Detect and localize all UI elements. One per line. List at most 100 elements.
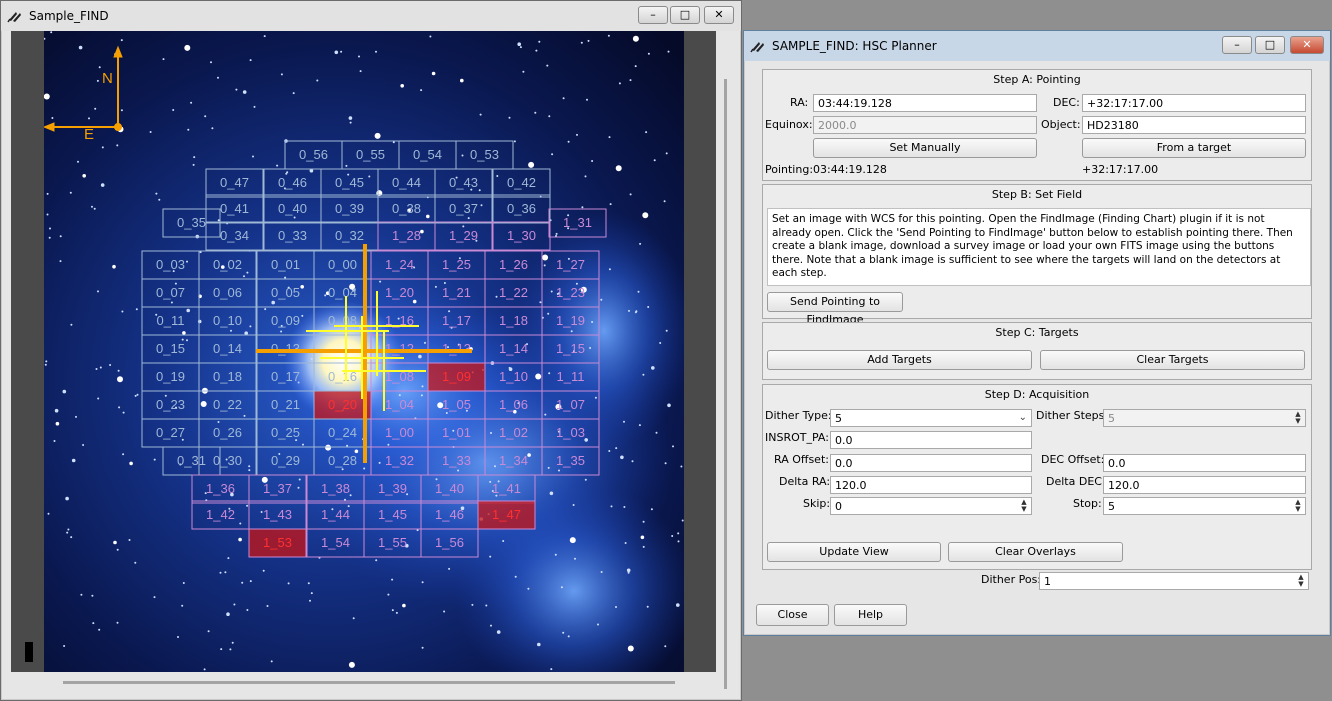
ra-input[interactable]: 03:44:19.128 xyxy=(813,94,1037,112)
detector-cell[interactable]: 1_29 xyxy=(434,221,493,251)
detector-cell[interactable]: 0_43 xyxy=(434,168,493,198)
spinner-arrows-icon[interactable]: ▲ ▼ xyxy=(1295,410,1301,425)
clear-targets-button[interactable]: Clear Targets xyxy=(1040,350,1305,370)
star xyxy=(635,310,638,313)
star xyxy=(542,254,549,261)
detector-cell[interactable]: 1_35 xyxy=(541,446,600,476)
detector-cell[interactable]: 1_47 xyxy=(477,500,536,530)
star xyxy=(44,363,47,366)
dither-pos-spinner[interactable]: 1 ▲ ▼ xyxy=(1039,572,1309,590)
detector-cell[interactable]: 0_20 xyxy=(313,390,372,420)
detector-cell[interactable]: 0_42 xyxy=(492,168,551,198)
star xyxy=(556,293,559,295)
star xyxy=(539,301,542,304)
detector-cell[interactable]: 1_53 xyxy=(248,528,307,558)
star xyxy=(346,444,349,447)
send-pointing-button[interactable]: Send Pointing to FindImage xyxy=(767,292,903,326)
dither-type-select[interactable]: 5 ⌄ xyxy=(830,409,1032,427)
star xyxy=(478,189,481,192)
dec-offset-input[interactable]: 0.0 xyxy=(1103,454,1306,472)
find-titlebar[interactable]: Sample_FIND – □ ✕ xyxy=(1,1,741,31)
detector-cell-label: 0_43 xyxy=(449,175,478,190)
minimize-button[interactable]: – xyxy=(1222,36,1252,54)
detector-cell-label: 1_17 xyxy=(442,313,471,328)
star xyxy=(567,227,570,230)
add-targets-button[interactable]: Add Targets xyxy=(767,350,1032,370)
detector-cell-label: 1_43 xyxy=(263,507,292,522)
star xyxy=(217,76,219,79)
close-button[interactable]: Close xyxy=(756,604,829,626)
close-window-button[interactable]: ✕ xyxy=(704,6,734,24)
spinner-arrows-icon[interactable]: ▲ ▼ xyxy=(1295,498,1301,513)
skip-spinner[interactable]: 0 ▲ ▼ xyxy=(830,497,1032,515)
step-b-description[interactable]: Set an image with WCS for this pointing.… xyxy=(767,208,1311,286)
star xyxy=(412,299,417,304)
detector-cell-label: 0_30 xyxy=(213,453,242,468)
star xyxy=(276,164,279,167)
dec-input[interactable]: +32:17:17.00 xyxy=(1082,94,1306,112)
spinner-arrows-icon[interactable]: ▲ ▼ xyxy=(1298,573,1304,588)
star xyxy=(495,494,498,497)
vertical-scrollbar[interactable] xyxy=(717,31,735,689)
detector-cell-label: 1_12 xyxy=(385,341,414,356)
detector-cell[interactable]: 0_37 xyxy=(434,194,493,224)
star xyxy=(231,641,234,644)
maximize-button[interactable]: □ xyxy=(670,6,700,24)
star xyxy=(230,492,234,497)
detector-cell-label: 0_01 xyxy=(271,257,300,272)
close-window-button[interactable]: ✕ xyxy=(1290,36,1324,54)
star xyxy=(517,42,521,46)
sky-image[interactable]: 0_56 0_55 0_54 0_53 0_47 0_46 0_45 0_44 0_43 0_42… xyxy=(44,31,684,672)
detector-cell[interactable]: 1_30 xyxy=(492,221,551,251)
help-button[interactable]: Help xyxy=(834,604,907,626)
star xyxy=(628,309,630,312)
star xyxy=(249,325,252,328)
maximize-button[interactable]: □ xyxy=(1255,36,1285,54)
detector-cell[interactable]: 1_56 xyxy=(420,528,479,558)
ra-offset-input[interactable]: 0.0 xyxy=(830,454,1032,472)
step-d-frame: Step D: Acquisition Dither Type: 5 ⌄ Dit… xyxy=(762,384,1312,570)
detector-cell-label: 1_11 xyxy=(557,369,585,384)
star xyxy=(450,326,453,329)
detector-cell-label: 1_15 xyxy=(556,341,585,356)
dither-steps-spinner[interactable]: 5 ▲ ▼ xyxy=(1103,409,1306,427)
star xyxy=(543,264,546,267)
star xyxy=(211,127,214,130)
star xyxy=(70,323,73,326)
spinner-arrows-icon[interactable]: ▲ ▼ xyxy=(1021,498,1027,513)
update-view-button[interactable]: Update View xyxy=(767,542,941,562)
stop-spinner[interactable]: 5 ▲ ▼ xyxy=(1103,497,1306,515)
insrot-input[interactable]: 0.0 xyxy=(830,431,1032,449)
planner-titlebar[interactable]: SAMPLE_FIND: HSC Planner – □ ✕ xyxy=(744,31,1330,61)
detector-cell-label: 0_31 xyxy=(177,453,206,468)
star xyxy=(153,596,156,599)
delta-ra-input[interactable]: 120.0 xyxy=(830,476,1032,494)
star xyxy=(391,578,394,581)
detector-cell[interactable]: 1_31 xyxy=(548,208,607,238)
detector-cell-label: 1_54 xyxy=(321,535,350,550)
delta-dec-input[interactable]: 120.0 xyxy=(1103,476,1306,494)
detector-cell[interactable]: 0_35 xyxy=(162,208,221,238)
star xyxy=(496,175,499,177)
detector-cell[interactable]: 1_09 xyxy=(427,362,486,392)
detector-cell[interactable]: 0_34 xyxy=(205,221,264,251)
from-target-button[interactable]: From a target xyxy=(1082,138,1306,158)
object-input[interactable]: HD23180 xyxy=(1082,116,1306,134)
star xyxy=(363,467,366,470)
detector-cell-label: 0_00 xyxy=(328,257,357,272)
set-manually-button[interactable]: Set Manually xyxy=(813,138,1037,158)
horizontal-scrollbar[interactable] xyxy=(11,673,716,693)
detector-cell[interactable]: 0_47 xyxy=(205,168,264,198)
star xyxy=(610,505,613,508)
equinox-input[interactable]: 2000.0 xyxy=(813,116,1037,134)
star xyxy=(550,668,553,671)
star xyxy=(647,306,650,308)
detector-cell-label: 1_24 xyxy=(385,257,414,272)
detector-cell-label: 0_05 xyxy=(271,285,300,300)
star xyxy=(475,239,478,242)
star xyxy=(517,402,520,405)
minimize-button[interactable]: – xyxy=(638,6,668,24)
star xyxy=(181,438,184,441)
detector-cell[interactable]: 1_37 xyxy=(248,474,307,504)
clear-overlays-button[interactable]: Clear Overlays xyxy=(948,542,1123,562)
